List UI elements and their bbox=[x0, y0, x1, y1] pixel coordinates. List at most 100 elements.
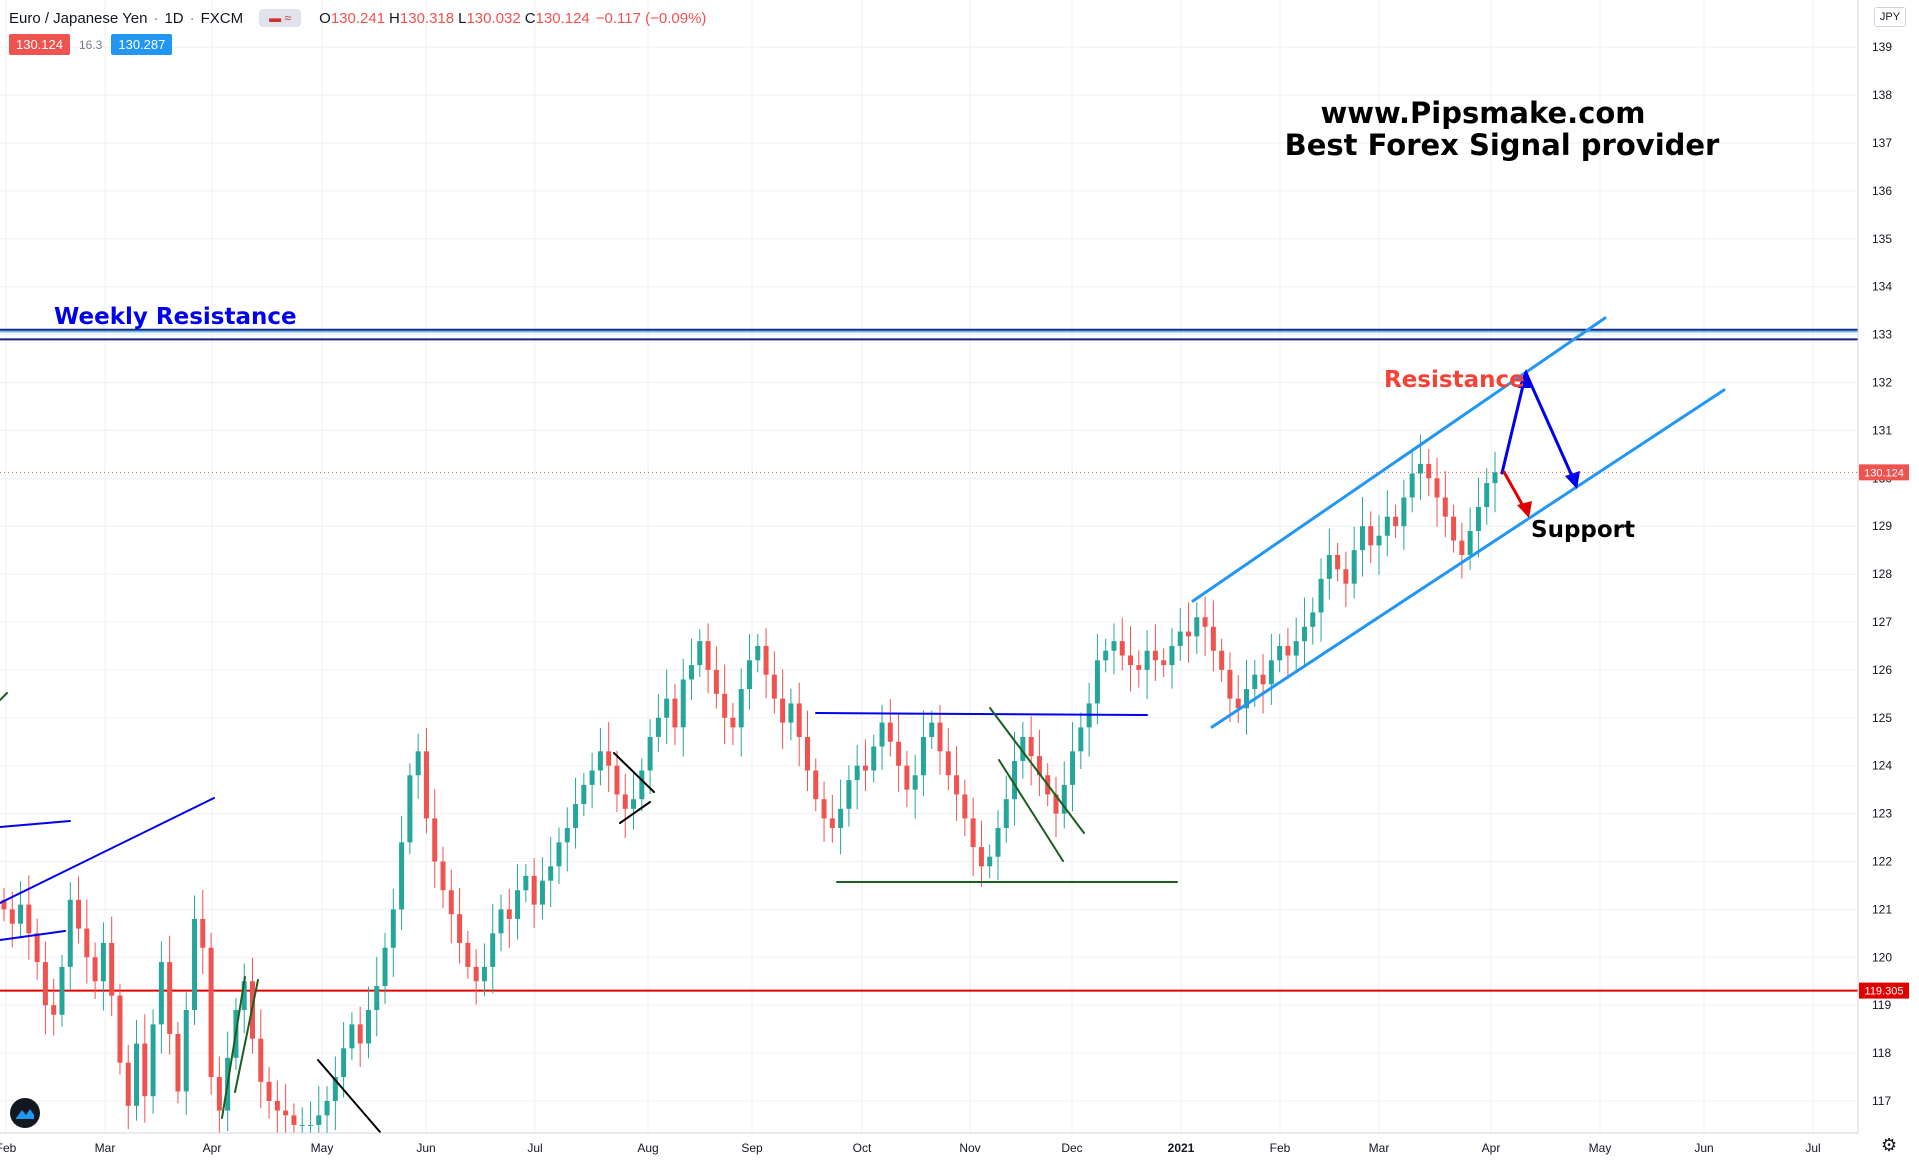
candle-body bbox=[680, 679, 686, 728]
price-tick-label: 128 bbox=[1872, 567, 1892, 581]
price-axis[interactable]: 117 118 119 120 121 122 123 124 125 126 127 128 129 1… bbox=[1857, 0, 1919, 1160]
candle-body bbox=[1417, 463, 1423, 474]
falling-wedge-lower bbox=[998, 759, 1064, 862]
candle-body bbox=[1409, 473, 1415, 498]
candle-body bbox=[34, 933, 40, 963]
candle-body bbox=[945, 751, 951, 776]
trend-drawings bbox=[0, 316, 1726, 1133]
candle-body bbox=[1384, 516, 1390, 536]
candle-body bbox=[1326, 554, 1332, 579]
may-falling-line bbox=[317, 1059, 381, 1133]
exchange: FXCM bbox=[200, 9, 244, 27]
price-tick-label: 134 bbox=[1872, 280, 1892, 294]
candle-body bbox=[1119, 641, 1125, 656]
candle-body bbox=[813, 770, 819, 800]
time-axis[interactable]: Feb Mar Apr May Jun Jul Aug Sep Oct Nov Dec 2021 Feb… bbox=[0, 1132, 1919, 1160]
candle-body bbox=[581, 784, 587, 805]
candle-body bbox=[1136, 665, 1142, 670]
high-label: H bbox=[389, 9, 400, 27]
candle-body bbox=[341, 1048, 347, 1078]
candle-body bbox=[100, 942, 106, 982]
compare-toggle-icon[interactable]: ▬ ≈ bbox=[259, 9, 302, 27]
candle-body bbox=[970, 818, 976, 848]
candle-body bbox=[465, 942, 471, 967]
interval[interactable]: 1D bbox=[164, 9, 184, 27]
candle-body bbox=[274, 1101, 280, 1111]
candle-body bbox=[1194, 617, 1200, 637]
candle-body bbox=[1368, 526, 1374, 546]
falling-wedge-upper bbox=[989, 707, 1085, 834]
candle-body bbox=[1210, 626, 1216, 651]
symbol-name[interactable]: Euro / Japanese Yen bbox=[9, 9, 148, 27]
close-value: 130.124 bbox=[535, 9, 590, 27]
price-tick-label: 121 bbox=[1872, 902, 1892, 916]
candle-body bbox=[125, 1062, 131, 1106]
candle-body bbox=[1467, 530, 1473, 555]
candle-body bbox=[291, 1115, 297, 1125]
candle-body bbox=[854, 765, 860, 781]
arrowhead-down bbox=[1565, 471, 1580, 489]
time-tick-label: Oct bbox=[853, 1141, 872, 1155]
candle-body bbox=[142, 1043, 148, 1097]
candle-body bbox=[192, 918, 198, 1010]
currency-button[interactable]: JPY bbox=[1874, 7, 1906, 27]
price-tick-label: 126 bbox=[1872, 663, 1892, 677]
time-tick-label: Nov bbox=[959, 1141, 980, 1155]
candle-body bbox=[1310, 612, 1316, 627]
time-tick-label: May bbox=[311, 1141, 334, 1155]
projection-down-line bbox=[1524, 371, 1578, 487]
candle-body bbox=[1376, 535, 1382, 546]
price-tick-label: 132 bbox=[1872, 376, 1892, 390]
symbol-legend[interactable]: Euro / Japanese Yen · 1D · FXCM ▬ ≈ O 130… bbox=[9, 9, 706, 27]
candle-body bbox=[1070, 751, 1076, 785]
candle-body bbox=[829, 818, 835, 828]
tradingview-logo-icon[interactable] bbox=[10, 1098, 40, 1128]
candle-body bbox=[1475, 507, 1481, 531]
left-trendline-short bbox=[0, 820, 71, 828]
projection-up-line bbox=[1500, 371, 1528, 475]
candle-body bbox=[1359, 526, 1365, 551]
price-tick-label: 119 bbox=[1872, 998, 1891, 1012]
price-tick-label: 131 bbox=[1872, 423, 1892, 437]
candle-body bbox=[440, 861, 446, 891]
price-tick-label: 133 bbox=[1872, 328, 1892, 342]
candle-body bbox=[912, 775, 918, 790]
edge-green-line bbox=[0, 692, 8, 701]
candle-body bbox=[846, 780, 852, 809]
high-value: 130.318 bbox=[399, 9, 455, 27]
channel-upper-line bbox=[1191, 316, 1607, 603]
candle-body bbox=[1343, 569, 1349, 584]
candle-body bbox=[1128, 655, 1134, 666]
candle-body bbox=[705, 641, 711, 670]
candle-body bbox=[631, 799, 637, 809]
bid-button[interactable]: 130.124 bbox=[9, 34, 70, 55]
candle-body bbox=[1277, 645, 1283, 661]
low-label: L bbox=[458, 9, 467, 27]
candle-body bbox=[109, 942, 115, 996]
chart-annotations: www.Pipsmake.com Best Forex Signal provi… bbox=[54, 96, 1720, 543]
triangle-upper-line bbox=[613, 752, 655, 793]
time-tick-label: Apr bbox=[1482, 1141, 1501, 1155]
candle-body bbox=[1144, 650, 1150, 670]
candle-body bbox=[763, 645, 769, 675]
candle-body bbox=[473, 966, 479, 982]
candle-body bbox=[1078, 727, 1084, 752]
ask-button[interactable]: 130.287 bbox=[111, 34, 173, 55]
candle-body bbox=[1202, 617, 1208, 627]
candle-body bbox=[1459, 540, 1465, 555]
candle-body bbox=[506, 909, 512, 919]
price-tick-label: 127 bbox=[1872, 615, 1892, 629]
candle-body bbox=[755, 645, 761, 661]
price-tick-label: 124 bbox=[1872, 759, 1892, 773]
candle-body bbox=[730, 717, 736, 728]
price-tick-label: 118 bbox=[1872, 1046, 1891, 1060]
candle-body bbox=[84, 928, 90, 958]
candle-body bbox=[821, 799, 827, 819]
gear-icon[interactable]: ⚙ bbox=[1881, 1135, 1898, 1156]
price-tick-label: 122 bbox=[1872, 855, 1892, 869]
candle-body bbox=[788, 703, 794, 723]
candle-body bbox=[1028, 736, 1034, 757]
candle-body bbox=[904, 765, 910, 790]
candle-body bbox=[1293, 641, 1299, 656]
